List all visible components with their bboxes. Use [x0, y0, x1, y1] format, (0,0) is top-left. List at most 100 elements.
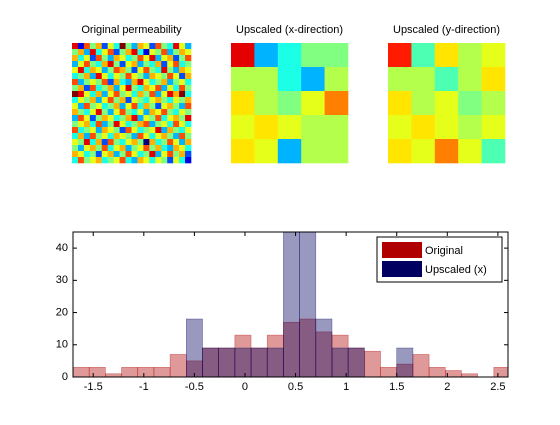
heatmap-cell [131, 43, 138, 50]
heatmap-cell [119, 55, 126, 62]
heatmap-cell [77, 139, 85, 146]
heatmap-cell [77, 145, 85, 152]
x-tick-label: -1 [139, 381, 149, 393]
heatmap-cell [185, 85, 192, 92]
heatmap-cell [185, 79, 192, 86]
heatmap-cell [155, 133, 162, 140]
heatmap-cell [161, 103, 168, 110]
heatmap-cell [179, 85, 186, 92]
heatmap-cell [101, 49, 108, 56]
heatmap-cell [83, 151, 91, 158]
histogram-bar [283, 232, 300, 377]
y-tick-label: 40 [56, 242, 68, 254]
heatmap-cell [167, 73, 174, 80]
heatmap-cell [137, 55, 144, 62]
heatmap-cell [77, 67, 85, 74]
heatmap-cell [388, 43, 412, 68]
heatmap-cell [179, 79, 186, 86]
heatmap-cell [185, 49, 192, 56]
heatmap-cell [107, 109, 114, 116]
heatmap-cell [173, 67, 180, 74]
heatmap-cell [119, 109, 126, 116]
heatmap-cell [143, 127, 150, 134]
heatmap-cell [119, 67, 126, 74]
heatmap-cell [107, 121, 114, 128]
x-tick-label: 1.5 [389, 381, 404, 393]
heatmap-cell [101, 85, 108, 92]
heatmap-cell [173, 79, 180, 86]
heatmap-cell [113, 91, 120, 98]
heatmap-cell [107, 55, 114, 62]
heatmap-cell [155, 115, 162, 122]
heatmap-cell [107, 157, 114, 164]
heatmap-cell [95, 97, 103, 104]
heatmap-cell [155, 103, 162, 110]
heatmap-cell [119, 61, 126, 68]
heatmap-cell [173, 115, 180, 122]
heatmap-cell [131, 67, 138, 74]
heatmap-cell [185, 151, 192, 158]
heatmap-cell [119, 79, 126, 86]
heatmap-cell [161, 151, 168, 158]
heatmap-cell [179, 91, 186, 98]
heatmap-cell [113, 67, 120, 74]
heatmap-cell [113, 79, 120, 86]
heatmap-cell [411, 139, 436, 164]
histogram-bar [73, 367, 90, 377]
heatmap-cell [324, 139, 349, 164]
heatmap-cell [119, 85, 126, 92]
heatmap-cell [434, 67, 459, 92]
heatmap-cell [173, 145, 180, 152]
heatmap-cell [131, 145, 138, 152]
heatmap-cell [167, 49, 174, 56]
heatmap-cell [89, 61, 97, 68]
heatmap-cell [77, 61, 85, 68]
heatmap-cell [77, 121, 85, 128]
heatmap-cell [137, 103, 144, 110]
heatmap-cell [119, 157, 126, 164]
heatmap-cell [161, 43, 168, 50]
heatmap-cell [72, 85, 79, 92]
heatmap-cell [89, 73, 97, 80]
heatmap-cell [185, 61, 192, 68]
heatmap-cell [101, 79, 108, 86]
heatmap-cell [72, 55, 79, 62]
heatmap-cell [125, 133, 132, 140]
heatmap-cell [149, 133, 156, 140]
heatmap-cell [155, 127, 162, 134]
heatmap-cell [89, 127, 97, 134]
heatmap-cell [119, 145, 126, 152]
heatmap-cell [95, 127, 103, 134]
heatmap-cell [95, 49, 103, 56]
heatmap-cell [95, 151, 103, 158]
heatmap-cell [143, 115, 150, 122]
heatmap-cell [107, 115, 114, 122]
heatmap-cell [113, 151, 120, 158]
heatmap-cell [143, 85, 150, 92]
heatmap-cell [179, 67, 186, 74]
heatmap-cell [125, 109, 132, 116]
heatmap-cell [167, 103, 174, 110]
heatmap-cell [131, 121, 138, 128]
heatmap-cell [125, 145, 132, 152]
heatmap-title: Upscaled (x-direction) [236, 24, 343, 36]
heatmap-cell [125, 91, 132, 98]
heatmap-cell [277, 139, 302, 164]
heatmap-cell [173, 97, 180, 104]
heatmap-cell [137, 67, 144, 74]
heatmap-cell [173, 121, 180, 128]
heatmap-cell [83, 79, 91, 86]
heatmap-cell [119, 49, 126, 56]
heatmap-cell [155, 145, 162, 152]
heatmap-cell [113, 121, 120, 128]
heatmap-cell [125, 79, 132, 86]
heatmap-cell [179, 73, 186, 80]
heatmap-cell [72, 121, 79, 128]
heatmap-cell [95, 67, 103, 74]
heatmap-cell [101, 133, 108, 140]
heatmap-cell [143, 43, 150, 50]
heatmap-cell [95, 73, 103, 80]
heatmap-cell [167, 55, 174, 62]
heatmap-cell [89, 109, 97, 116]
heatmap-cell [143, 139, 150, 146]
